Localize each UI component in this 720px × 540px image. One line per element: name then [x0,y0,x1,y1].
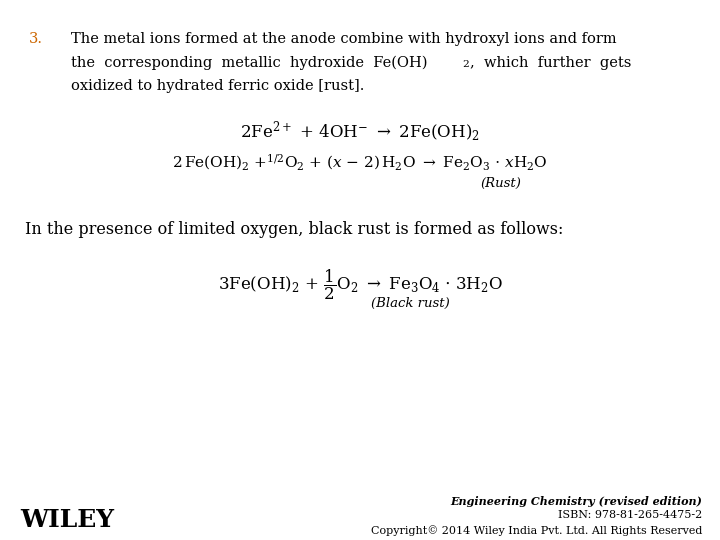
Text: 2$\,$Fe(OH)$_2$ $+^{1/2}$O$_2$ + ($x$ $-$ 2)$\,$H$_2$O $\rightarrow$ Fe$_2$O$_3$: 2$\,$Fe(OH)$_2$ $+^{1/2}$O$_2$ + ($x$ $-… [172,152,548,172]
Text: 3Fe(OH)$_2$ $+$ $\dfrac{1}{2}$O$_2$ $\rightarrow$ Fe$_3$O$_4$ $\cdot$ 3H$_2$O: 3Fe(OH)$_2$ $+$ $\dfrac{1}{2}$O$_2$ $\ri… [217,267,503,301]
Text: 2: 2 [462,60,469,69]
Text: Copyright© 2014 Wiley India Pvt. Ltd. All Rights Reserved: Copyright© 2014 Wiley India Pvt. Ltd. Al… [371,525,702,536]
Text: (Black rust): (Black rust) [371,297,450,310]
Text: The metal ions formed at the anode combine with hydroxyl ions and form: The metal ions formed at the anode combi… [71,32,616,46]
Text: Engineering Chemistry (revised edition): Engineering Chemistry (revised edition) [450,496,702,507]
Text: (Rust): (Rust) [480,177,521,190]
Text: oxidized to hydrated ferric oxide [rust].: oxidized to hydrated ferric oxide [rust]… [71,79,364,93]
Text: the  corresponding  metallic  hydroxide  Fe(OH): the corresponding metallic hydroxide Fe(… [71,56,427,70]
Text: WILEY: WILEY [20,508,114,531]
Text: ,  which  further  gets: , which further gets [470,56,631,70]
Text: 3.: 3. [29,32,42,46]
Text: ISBN: 978-81-265-4475-2: ISBN: 978-81-265-4475-2 [558,510,702,521]
Text: 2Fe$^{2+}$ + 4OH$^{-}$ $\rightarrow$ 2Fe(OH)$_2$: 2Fe$^{2+}$ + 4OH$^{-}$ $\rightarrow$ 2Fe… [240,120,480,144]
Text: In the presence of limited oxygen, black rust is formed as follows:: In the presence of limited oxygen, black… [25,221,564,238]
